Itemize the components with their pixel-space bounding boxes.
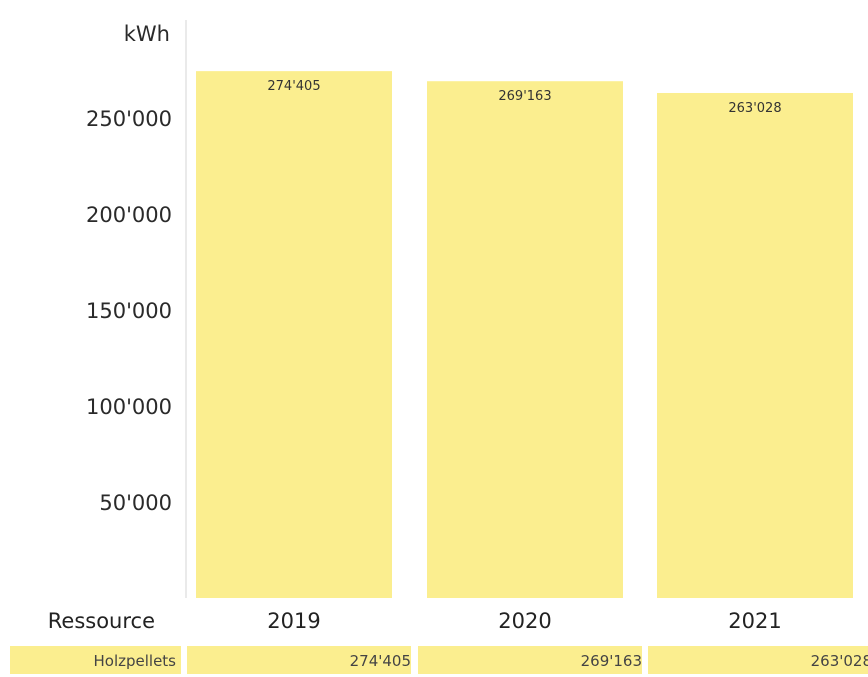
table-cell-bg [418, 646, 642, 674]
bar-2020[interactable] [427, 81, 623, 599]
y-tick-label: 250'000 [86, 107, 172, 131]
x-category-label: 2019 [267, 609, 320, 633]
y-tick-label: 50'000 [99, 491, 172, 515]
table-cell-bg [187, 646, 411, 674]
table-cell-value: 269'163 [581, 652, 642, 670]
x-category-label: 2020 [498, 609, 551, 633]
bar-data-label: 263'028 [728, 101, 781, 116]
y-tick-label: 150'000 [86, 299, 172, 323]
y-tick-label: 100'000 [86, 395, 172, 419]
bar-2019[interactable] [196, 71, 392, 599]
y-tick-label: 200'000 [86, 203, 172, 227]
bar-data-label: 274'405 [267, 79, 320, 94]
legend-swatch-holzpellets [10, 646, 181, 674]
table-cell-bg [648, 646, 868, 674]
table-cell-value: 263'028 [811, 652, 868, 670]
bar-data-label: 269'163 [498, 89, 551, 104]
bar-2021[interactable] [657, 92, 853, 598]
table-row-name: Holzpellets [93, 652, 176, 670]
y-axis-unit-label: kWh [124, 22, 170, 46]
table-header-label: Ressource [48, 609, 155, 633]
table-cell-value: 274'405 [350, 652, 411, 670]
x-category-label: 2021 [728, 609, 781, 633]
